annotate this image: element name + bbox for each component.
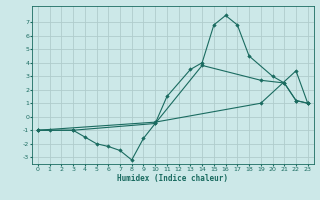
X-axis label: Humidex (Indice chaleur): Humidex (Indice chaleur) [117,174,228,183]
